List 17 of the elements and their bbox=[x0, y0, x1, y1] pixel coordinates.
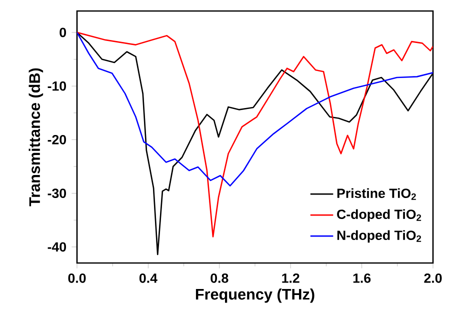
y-tick-label: -20 bbox=[48, 134, 66, 144]
legend-label: N-doped TiO$_{2}$ bbox=[337, 230, 422, 243]
y-tick-label: -30 bbox=[48, 188, 66, 198]
x-tick-label: 0.0 bbox=[68, 273, 86, 283]
y-tick-label: -40 bbox=[48, 242, 66, 252]
x-tick-label: 0.4 bbox=[139, 273, 158, 283]
x-axis-title: Frequency (THz) bbox=[196, 288, 314, 303]
legend-label: C-doped TiO$_{2}$ bbox=[337, 209, 422, 222]
legend-label: Pristine TiO$_{2}$ bbox=[337, 188, 416, 200]
x-tick-label: 2.0 bbox=[424, 273, 442, 283]
x-tick-label: 1.6 bbox=[353, 273, 371, 283]
y-tick-label: 0 bbox=[60, 28, 66, 38]
x-tick-label: 1.2 bbox=[282, 273, 300, 283]
y-axis-title: Transmittance (dB) bbox=[28, 68, 44, 206]
x-tick-label: 0.8 bbox=[210, 273, 228, 283]
y-tick-label: -10 bbox=[48, 81, 66, 91]
line-series bbox=[77, 32, 433, 186]
